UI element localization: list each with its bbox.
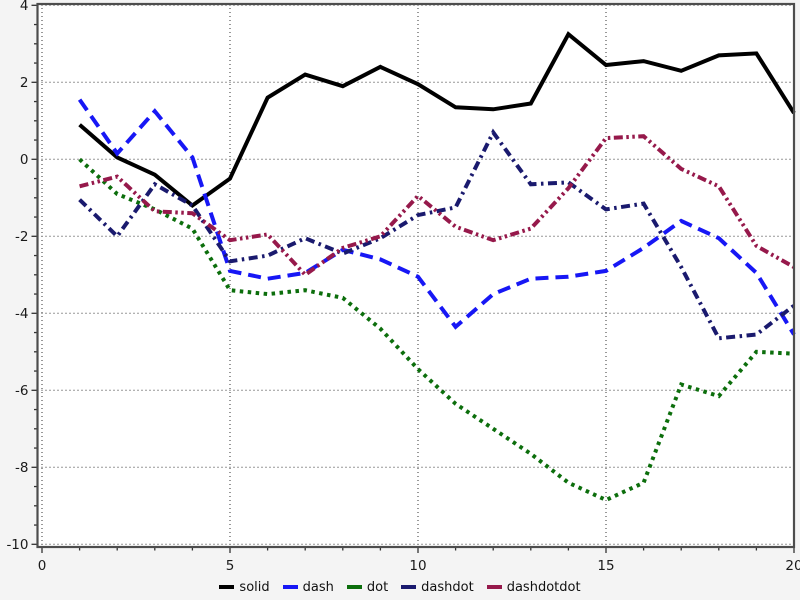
x-axis-tick-label: 10 <box>409 558 426 574</box>
legend-item-dot: dot <box>346 579 389 595</box>
x-axis-tick-label: 15 <box>597 558 614 574</box>
legend-swatch-dash <box>282 585 298 589</box>
legend-item-dash: dash <box>282 579 334 595</box>
legend-item-dashdotdot: dashdotdot <box>486 579 581 595</box>
y-axis-tick-label: -10 <box>6 537 28 553</box>
series-dashdotdot-line <box>79 134 795 278</box>
legend-label: dash <box>302 579 334 595</box>
legend-swatch-dot <box>346 585 362 589</box>
legend-label: dashdotdot <box>506 579 581 595</box>
legend-label: dashdot <box>421 579 474 595</box>
y-axis-tick-label: -2 <box>15 229 28 245</box>
plot-area <box>37 4 794 547</box>
legend-label: solid <box>239 579 270 595</box>
legend-swatch-dashdot <box>401 585 417 589</box>
series-dash-line <box>77 98 796 336</box>
x-axis-tick-label: 20 <box>785 558 800 574</box>
y-axis-tick-label: 0 <box>20 152 29 168</box>
y-axis-tick-label: 4 <box>20 0 29 14</box>
series-dashdot-line <box>78 128 796 341</box>
legend-label: dot <box>366 579 389 595</box>
plot-frame <box>36 2 796 549</box>
series-dot-line <box>78 157 795 503</box>
x-axis-tick-label: 5 <box>226 558 235 574</box>
y-axis-tick-label: -6 <box>15 383 28 399</box>
chart-legend: solid dash dot dashdot dashdotdot <box>0 578 800 596</box>
y-axis-tick-label: -8 <box>15 460 28 476</box>
legend-swatch-solid <box>219 585 235 589</box>
x-axis-tick-label: 0 <box>38 558 47 574</box>
legend-swatch-dashdotdot <box>486 585 502 589</box>
y-axis-tick-label: -4 <box>15 306 28 322</box>
series-solid-line <box>78 31 796 209</box>
legend-item-dashdot: dashdot <box>401 581 474 594</box>
y-axis-tick-label: 2 <box>20 75 29 91</box>
legend-item-solid: solid <box>219 579 270 595</box>
